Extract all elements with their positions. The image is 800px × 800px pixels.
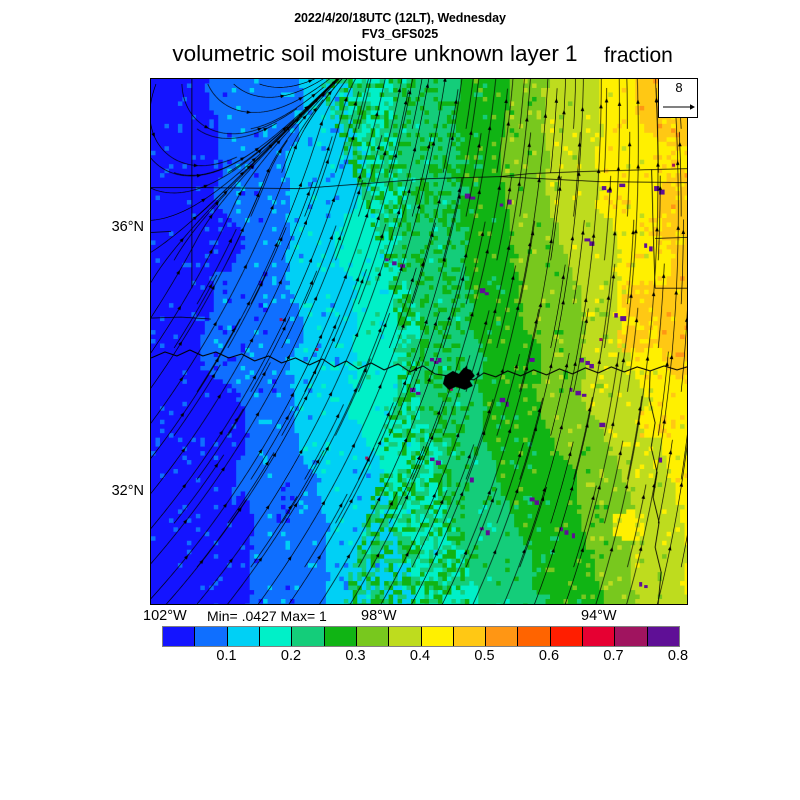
colorbar-swatch <box>227 627 260 646</box>
vector-key-magnitude: 8 <box>675 80 683 95</box>
colorbar[interactable] <box>162 626 680 647</box>
colorbar-swatch <box>389 627 422 646</box>
colorbar-swatch <box>292 627 325 646</box>
colorbar-tick: 0.6 <box>538 648 560 664</box>
model-name-header: FV3_GFS025 <box>361 27 439 41</box>
colorbar-tick: 0.8 <box>667 648 689 664</box>
colorbar-swatch <box>163 627 196 646</box>
colorbar-tick: 0.2 <box>280 648 302 664</box>
page-title: volumetric soil moisture unknown layer 1 <box>172 41 578 66</box>
colorbar-swatch <box>615 627 648 646</box>
colorbar-swatch <box>324 627 357 646</box>
colorbar-swatch <box>421 627 454 646</box>
axis-label-latitude: 36°N <box>111 219 144 235</box>
min-max-stats: Min= .0427 Max= 1 <box>207 608 327 624</box>
axis-label-longitude: 102°W <box>143 608 187 624</box>
colorbar-swatch <box>453 627 487 646</box>
colorbar-swatch <box>195 627 228 646</box>
colorbar-swatch <box>259 627 293 646</box>
soil-moisture-heatmap-canvas <box>151 79 687 604</box>
colorbar-tick: 0.1 <box>216 648 237 664</box>
colorbar-swatch <box>486 627 519 646</box>
colorbar-tick: 0.5 <box>474 648 495 664</box>
map-plot-area[interactable] <box>150 78 688 605</box>
units-label: fraction <box>604 44 673 67</box>
axis-label-latitude: 32°N <box>111 483 144 499</box>
colorbar-tick: 0.7 <box>603 648 624 664</box>
datetime-header: 2022/4/20/18UTC (12LT), Wednesday <box>294 11 506 25</box>
colorbar-tick: 0.3 <box>345 648 366 664</box>
colorbar-tick-labels: 0.1 0.2 0.3 0.4 0.5 0.6 0.7 0.8 <box>162 648 688 666</box>
colorbar-tick: 0.4 <box>409 648 431 664</box>
axis-label-longitude: 98°W <box>361 608 397 624</box>
colorbar-swatch <box>518 627 551 646</box>
colorbar-swatch <box>647 627 679 646</box>
right-arrow-icon <box>663 104 695 110</box>
colorbar-swatch <box>356 627 390 646</box>
vector-reference-key: 8 <box>658 78 698 118</box>
axis-label-longitude: 94°W <box>581 608 617 624</box>
colorbar-swatch <box>583 627 616 646</box>
colorbar-swatch <box>550 627 584 646</box>
